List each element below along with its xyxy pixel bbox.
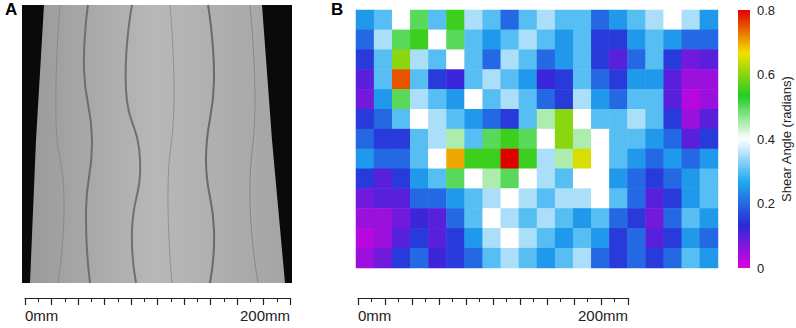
svg-text:B: B [331, 0, 343, 19]
svg-text:200mm: 200mm [240, 307, 290, 324]
svg-text:Shear Angle (radians): Shear Angle (radians) [779, 76, 794, 202]
svg-text:0mm: 0mm [25, 307, 58, 324]
svg-text:0.6: 0.6 [757, 67, 775, 82]
svg-text:0.8: 0.8 [757, 3, 775, 18]
svg-text:0: 0 [757, 261, 764, 276]
svg-text:200mm: 200mm [578, 307, 628, 324]
svg-text:A: A [5, 0, 17, 19]
svg-text:0.4: 0.4 [757, 132, 775, 147]
svg-text:0mm: 0mm [358, 307, 391, 324]
svg-text:0.2: 0.2 [757, 196, 775, 211]
